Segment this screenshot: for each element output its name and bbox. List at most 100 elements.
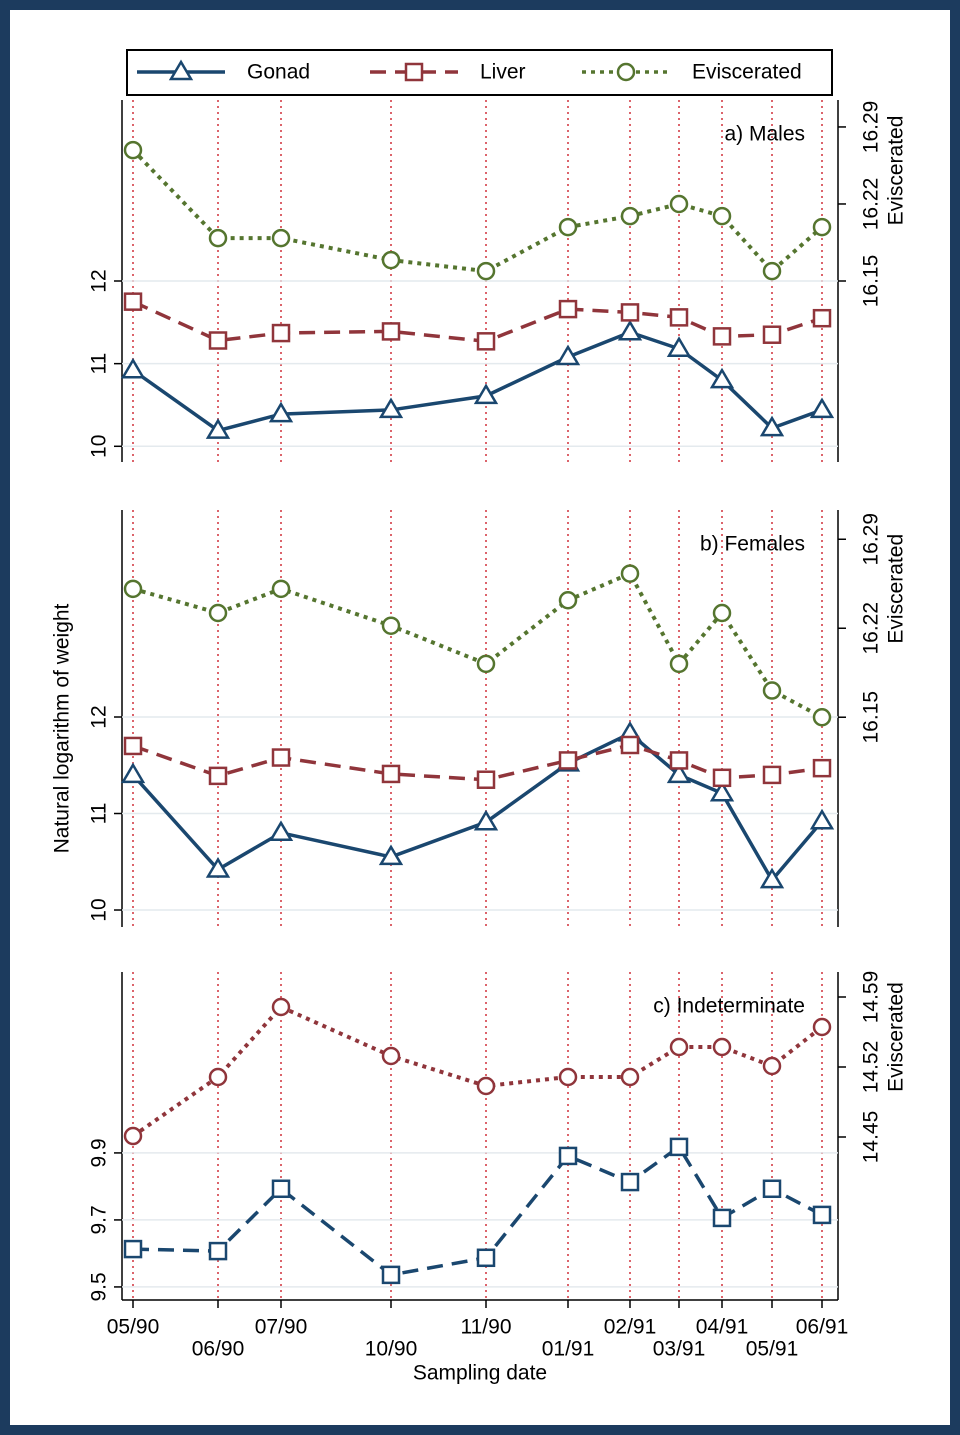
y2-axis-title: Eviscerated (885, 982, 908, 1092)
x-axis-title: Sampling date (413, 1362, 547, 1385)
y2-tick-label: 16.29 (860, 513, 883, 566)
data-point (268, 820, 294, 842)
data-point (473, 383, 499, 405)
data-point (712, 603, 732, 623)
data-point (208, 1067, 228, 1087)
data-point (620, 303, 640, 322)
data-point (381, 250, 401, 270)
data-point (762, 765, 782, 785)
legend-label: Gonad (247, 61, 310, 84)
data-point (558, 1067, 578, 1087)
data-point (762, 1179, 782, 1199)
y2-axis-title: Eviscerated (885, 116, 908, 226)
y-tick-label: 9.9 (88, 1138, 111, 1167)
y-tick-label: 12 (88, 705, 111, 728)
y-tick-label: 11 (88, 803, 111, 825)
data-point (473, 809, 499, 831)
y2-tick-label: 14.59 (860, 971, 883, 1024)
data-point (208, 766, 228, 786)
data-point (669, 308, 689, 327)
panel-title: c) Indeterminate (653, 995, 805, 1018)
data-point (381, 322, 401, 341)
data-point (666, 336, 692, 358)
y2-axis-title: Eviscerated (885, 534, 908, 644)
legend-marker (168, 59, 194, 81)
data-point (558, 591, 578, 610)
data-point (669, 654, 689, 674)
data-point (381, 1265, 401, 1285)
data-point (208, 1241, 228, 1261)
data-point (381, 1046, 401, 1066)
data-point (208, 603, 228, 623)
data-point (669, 194, 689, 214)
data-point (620, 1172, 640, 1192)
data-point (123, 140, 143, 160)
data-point (558, 299, 578, 319)
legend-label: Liver (480, 61, 526, 84)
legend-marker (404, 62, 424, 82)
data-point (812, 707, 832, 727)
data-point (812, 308, 832, 328)
data-point (809, 808, 835, 830)
data-point (709, 367, 735, 389)
legend-marker (616, 62, 636, 82)
data-point (271, 748, 291, 767)
data-point (476, 770, 496, 789)
data-point (812, 1017, 832, 1037)
x-tick-label: 05/91 (746, 1338, 799, 1361)
data-point (208, 331, 228, 350)
data-point (669, 751, 689, 770)
data-point (712, 1037, 732, 1057)
data-point (812, 1205, 832, 1225)
y2-tick-label: 16.15 (860, 255, 883, 308)
data-point (123, 579, 143, 599)
data-point (271, 323, 291, 343)
panel-title: a) Males (724, 123, 805, 146)
data-point (268, 401, 294, 423)
y-tick-label: 12 (88, 269, 111, 292)
legend-label: Eviscerated (692, 61, 802, 84)
data-point (669, 1137, 689, 1157)
data-point (620, 206, 640, 226)
data-point (759, 867, 785, 889)
data-point (812, 758, 832, 778)
y-tick-label: 9.7 (88, 1205, 111, 1234)
x-tick-label: 03/91 (653, 1338, 706, 1361)
y-tick-label: 10 (88, 898, 111, 921)
data-point (120, 762, 146, 784)
data-point (123, 292, 143, 311)
x-tick-label: 05/90 (107, 1316, 160, 1339)
data-point (620, 1067, 640, 1087)
data-point (712, 327, 732, 346)
data-point (378, 397, 404, 419)
data-point (271, 997, 291, 1017)
legend-box (126, 49, 833, 96)
panel-title: b) Females (700, 533, 805, 556)
x-tick-label: 04/91 (696, 1316, 749, 1339)
data-point (208, 228, 228, 248)
data-point (123, 1126, 143, 1146)
data-point (381, 764, 401, 784)
data-point (620, 735, 640, 755)
data-point (620, 564, 640, 583)
data-point (476, 1248, 496, 1268)
y2-tick-label: 14.52 (860, 1041, 883, 1094)
data-point (762, 261, 782, 281)
data-point (809, 397, 835, 419)
series-line (132, 743, 823, 782)
data-point (120, 357, 146, 379)
data-point (205, 857, 231, 878)
data-point (558, 751, 578, 770)
data-point (558, 217, 578, 237)
data-point (759, 415, 785, 437)
y2-tick-label: 14.45 (860, 1111, 883, 1164)
y2-tick-label: 16.15 (860, 691, 883, 744)
data-point (812, 217, 832, 237)
data-point (381, 616, 401, 635)
data-point (666, 762, 692, 784)
y-tick-label: 11 (88, 353, 111, 375)
data-point (709, 780, 735, 802)
data-point (555, 344, 581, 366)
data-point (205, 418, 231, 439)
